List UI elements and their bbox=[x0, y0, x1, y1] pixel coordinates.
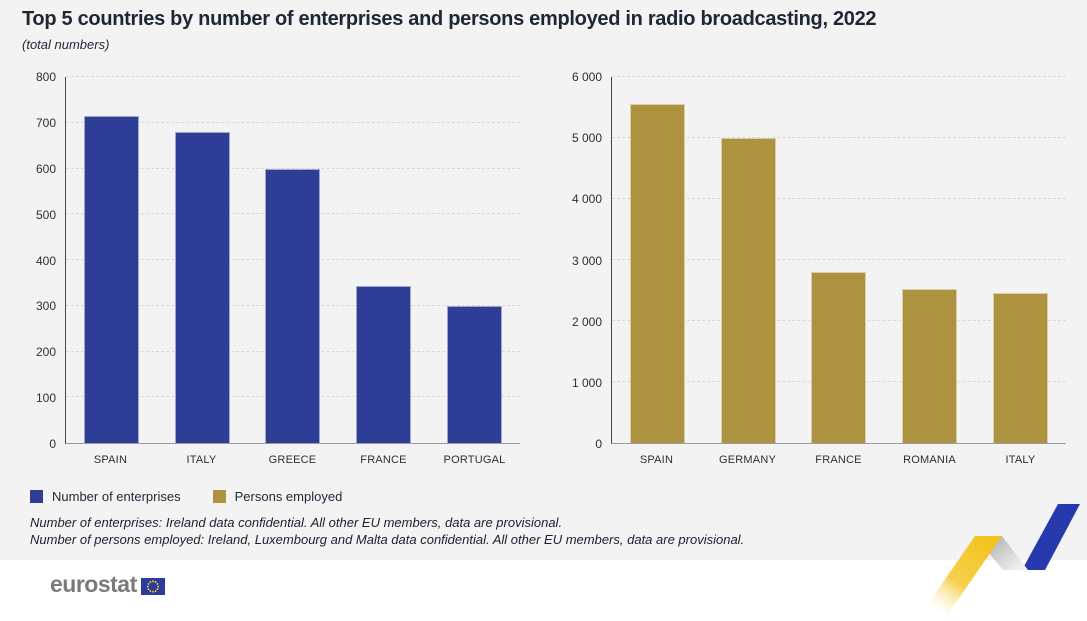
bar-france bbox=[811, 271, 867, 443]
footnote-enterprises: Number of enterprises: Ireland data conf… bbox=[30, 515, 563, 530]
x-axis-label-greece: GREECE bbox=[268, 454, 317, 466]
footnotes: Number of enterprises: Ireland data conf… bbox=[30, 514, 744, 548]
bar-slot bbox=[157, 77, 248, 443]
x-axis-label-spain: SPAIN bbox=[93, 454, 128, 466]
gridline bbox=[612, 259, 1066, 260]
y-tick-label: 6 000 bbox=[571, 70, 602, 84]
zigzag-yellow-band bbox=[925, 536, 1002, 614]
bars bbox=[66, 77, 520, 443]
page-title: Top 5 countries by number of enterprises… bbox=[22, 8, 877, 30]
y-axis-ticks: 0 1 000 2 000 3 000 4 000 5 000 6 000 bbox=[566, 70, 611, 451]
zigzag-blue-band bbox=[1022, 504, 1080, 570]
eurostat-logo: eurostat bbox=[50, 571, 165, 598]
x-axis-labels: SPAIN GERMANY FRANCE ROMANIA ITALY bbox=[611, 454, 1066, 466]
bar-italy bbox=[993, 293, 1049, 443]
plot-area bbox=[611, 76, 1066, 444]
y-tick-label: 1 000 bbox=[571, 375, 602, 390]
x-axis-label-spain: SPAIN bbox=[639, 454, 674, 466]
bar-portugal bbox=[447, 305, 503, 443]
page-subtitle: (total numbers) bbox=[22, 37, 110, 52]
legend-label: Persons employed bbox=[234, 489, 343, 504]
bar-germany bbox=[720, 138, 776, 443]
y-tick-label: 3 000 bbox=[571, 253, 602, 268]
x-axis-label-romania: ROMANIA bbox=[903, 454, 956, 466]
bar-spain bbox=[83, 115, 139, 443]
bars bbox=[612, 77, 1066, 443]
legend: Number of enterprises Persons employed bbox=[30, 489, 342, 504]
bar-spain bbox=[629, 104, 685, 443]
persons-employed-swatch-icon bbox=[212, 490, 226, 503]
chart-enterprises: 0 100 200 300 400 500 600 700 800 SPAIN ITALY GREE… bbox=[20, 70, 520, 466]
enterprises-swatch-icon bbox=[30, 490, 43, 503]
chart-persons-employed: 0 1 000 2 000 3 000 4 000 5 000 6 000 SPAIN GER… bbox=[566, 70, 1066, 466]
y-tick-label: 500 bbox=[35, 207, 56, 222]
y-axis-ticks: 0 100 200 300 400 500 600 700 800 bbox=[20, 70, 65, 451]
y-tick-label: 800 bbox=[35, 70, 56, 84]
y-tick-label: 700 bbox=[35, 115, 56, 130]
plot-area bbox=[65, 76, 520, 444]
trend-zigzag-graphic bbox=[925, 504, 1080, 614]
y-tick-label: 300 bbox=[35, 299, 56, 314]
y-tick-label: 100 bbox=[35, 391, 56, 406]
bar-slot bbox=[612, 77, 703, 443]
bar-slot bbox=[338, 77, 429, 443]
x-axis-label-italy: ITALY bbox=[1005, 454, 1036, 466]
bar-slot bbox=[703, 77, 794, 443]
bar-slot bbox=[248, 77, 339, 443]
bar-slot bbox=[884, 77, 975, 443]
footer: eurostat bbox=[0, 560, 1087, 621]
bar-slot bbox=[794, 77, 885, 443]
x-axis-label-france: FRANCE bbox=[360, 454, 407, 466]
x-axis-label-germany: GERMANY bbox=[718, 454, 777, 466]
legend-item-persons-employed: Persons employed bbox=[212, 489, 343, 504]
bar-slot bbox=[66, 77, 157, 443]
x-axis-labels: SPAIN ITALY GREECE FRANCE PORTUGAL bbox=[65, 454, 520, 466]
footnote-persons-employed: Number of persons employed: Ireland, Lux… bbox=[30, 532, 745, 547]
legend-item-enterprises: Number of enterprises bbox=[30, 489, 181, 504]
bar-slot bbox=[975, 77, 1066, 443]
gridline bbox=[612, 198, 1066, 199]
y-tick-label: 2 000 bbox=[571, 314, 602, 329]
chart-canvas: Top 5 countries by number of enterprises… bbox=[0, 0, 1087, 560]
gridline bbox=[612, 137, 1066, 138]
eurostat-logo-text: eurostat bbox=[50, 571, 137, 597]
x-axis-label-italy: ITALY bbox=[186, 454, 217, 466]
bar-france bbox=[356, 286, 412, 443]
legend-label: Number of enterprises bbox=[52, 489, 181, 504]
y-tick-label: 200 bbox=[35, 345, 56, 360]
eu-stars bbox=[146, 580, 159, 593]
y-tick-label: 600 bbox=[35, 161, 56, 176]
y-tick-label: 0 bbox=[49, 437, 56, 451]
bar-slot bbox=[429, 77, 520, 443]
eu-flag-icon bbox=[140, 578, 165, 595]
y-tick-label: 4 000 bbox=[571, 192, 602, 207]
x-axis-label-portugal: PORTUGAL bbox=[443, 454, 506, 466]
x-axis-label-france: FRANCE bbox=[815, 454, 862, 466]
bar-italy bbox=[174, 131, 230, 443]
y-tick-label: 5 000 bbox=[571, 131, 602, 146]
gridline bbox=[66, 76, 520, 77]
y-tick-label: 0 bbox=[595, 437, 602, 451]
gridline bbox=[612, 76, 1066, 77]
bar-romania bbox=[902, 289, 958, 443]
gridline bbox=[66, 121, 520, 123]
y-tick-label: 400 bbox=[35, 253, 56, 268]
bar-greece bbox=[265, 169, 321, 443]
gridline bbox=[66, 167, 520, 169]
